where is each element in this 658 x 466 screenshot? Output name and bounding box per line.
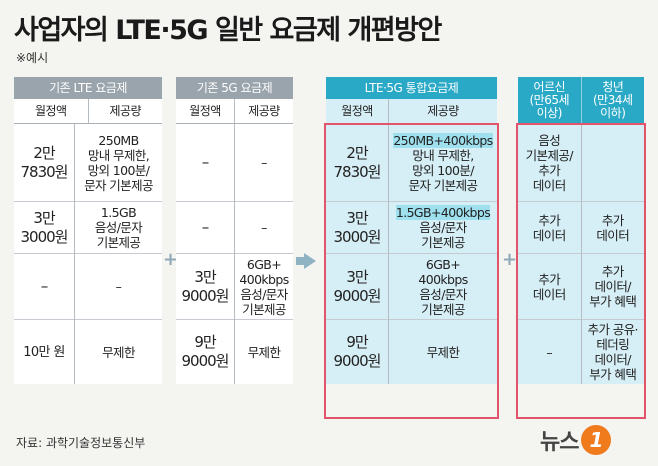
data-amount-header: 제공량 xyxy=(234,99,293,123)
fee-cell: 2만 7830원 xyxy=(326,124,388,202)
highlighted-data: 250MB+400kbps xyxy=(393,132,493,148)
merged-plan-header: LTE·5G 통합요금제 xyxy=(326,77,497,99)
special-plan-table: 어르신 (만65세 이상) 청년 (만34세 이하) 음성 기본제공/ 추가 데… xyxy=(518,77,644,384)
5g-subheader-row: 월정액 제공량 xyxy=(176,99,293,124)
data-amount-header: 제공량 xyxy=(87,99,163,123)
youth-cell: 추가 데이터 xyxy=(581,202,644,254)
source-note: 자료: 과학기술정보통신부 xyxy=(16,436,146,450)
youth-cell: 추가 데이터/ 부가 혜택 xyxy=(581,254,644,320)
lte-body: 2만 7830원 3만 3000원 – 10만 원 250MB 망내 무제한, … xyxy=(14,124,162,384)
data-cell: 250MB 망내 무제한, 망외 100분/ 문자 기본제공 xyxy=(75,124,162,202)
data-cell: 6GB+ 400kbps 음성/문자 기본제공 xyxy=(235,254,293,320)
data-cell: 무제한 xyxy=(102,344,135,360)
5g-plan-header: 기존 5G 요금제 xyxy=(176,77,293,99)
senior-cell: – xyxy=(546,344,553,360)
data-cell: 무제한 xyxy=(247,344,281,360)
merged-plan-table: LTE·5G 통합요금제 월정액 제공량 2만 7830원 3만 3000원 3… xyxy=(326,77,497,384)
fee-cell: 3만 9000원 xyxy=(326,254,388,320)
news1-logo: 뉴스 1 xyxy=(540,424,612,456)
5g-body: – – 3만 9000원 9만 9000원 – – 6GB+ 400kbps 음… xyxy=(176,124,293,384)
lte-plan-header: 기존 LTE 요금제 xyxy=(14,77,162,99)
data-cell: 1.5GB 음성/문자 기본제공 xyxy=(75,202,162,254)
data-amount-header: 제공량 xyxy=(388,99,497,123)
youth-cell: 추가 공유· 테더링 데이터/ 부가 혜택 xyxy=(587,322,639,382)
data-cell: 무제한 xyxy=(426,344,460,360)
fee-cell: 9만 9000원 xyxy=(181,333,230,370)
fee-cell: – xyxy=(14,254,74,320)
senior-cell: 추가 데이터 xyxy=(518,202,581,254)
youth-header: 청년 (만34세 이하) xyxy=(580,77,645,123)
senior-cell: 음성 기본제공/ 추가 데이터 xyxy=(518,124,581,202)
fee-cell: 3만 3000원 xyxy=(326,202,388,254)
fee-cell: 3만 3000원 xyxy=(14,202,74,254)
senior-header: 어르신 (만65세 이상) xyxy=(529,80,570,120)
subtitle: ※예시 xyxy=(16,51,49,65)
data-cell: – xyxy=(235,124,293,202)
logo-text: 뉴스 xyxy=(540,430,579,455)
arrow-right-icon xyxy=(304,253,316,269)
fee-cell: – xyxy=(176,124,234,202)
fee-cell: 3만 9000원 xyxy=(176,254,234,320)
monthly-fee-header: 월정액 xyxy=(34,104,67,118)
fee-cell: 10만 원 xyxy=(23,344,65,360)
data-cell: – xyxy=(235,202,293,254)
monthly-fee-header: 월정액 xyxy=(341,104,373,118)
merged-body: 2만 7830원 3만 3000원 3만 9000원 9만 9000원 250M… xyxy=(326,124,497,384)
senior-cell: 추가 데이터 xyxy=(518,254,581,320)
lte-subheader-row: 월정액 제공량 xyxy=(14,99,162,124)
lte-plan-table: 기존 LTE 요금제 월정액 제공량 2만 7830원 3만 3000원 – 1… xyxy=(14,77,162,384)
highlighted-data: 1.5GB+400kbps xyxy=(395,205,491,220)
data-cell: 6GB+ 400kbps 음성/문자 기본제공 xyxy=(389,254,497,320)
youth-cell xyxy=(581,124,644,202)
plus-icon: + xyxy=(502,249,518,270)
special-body: 음성 기본제공/ 추가 데이터 추가 데이터 추가 데이터 – 추가 데이터 추… xyxy=(518,124,644,384)
fee-cell: – xyxy=(176,202,234,254)
merged-subheader-row: 월정액 제공량 xyxy=(326,99,497,124)
plus-icon: + xyxy=(163,249,179,270)
fee-cell: 9만 9000원 xyxy=(333,333,382,370)
data-cell: 250MB+400kbps 망내 무제한, 망외 100분/ 문자 기본제공 xyxy=(389,124,497,202)
arrow-right-icon xyxy=(296,257,305,265)
data-cell: – xyxy=(75,254,162,320)
5g-plan-table: 기존 5G 요금제 월정액 제공량 – – 3만 9000원 9만 9000원 … xyxy=(176,77,293,384)
fee-cell: 2만 7830원 xyxy=(14,124,74,202)
data-cell: 1.5GB+400kbps 음성/문자 기본제공 xyxy=(389,202,497,254)
monthly-fee-header: 월정액 xyxy=(189,104,221,118)
logo-badge: 1 xyxy=(581,425,612,455)
page-title: 사업자의 LTE·5G 일반 요금제 개편방안 xyxy=(14,15,442,46)
